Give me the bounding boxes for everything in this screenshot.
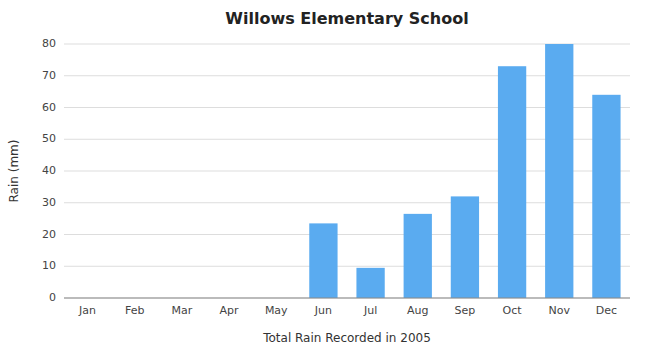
- x-tick-label: Aug: [407, 304, 428, 317]
- x-tick-label: Jun: [314, 304, 332, 317]
- grid-line: [64, 298, 630, 299]
- bar: [498, 66, 526, 298]
- bar: [545, 44, 573, 298]
- y-tick-label: 50: [42, 132, 56, 145]
- y-tick-label: 20: [42, 228, 56, 241]
- x-axis-title: Total Rain Recorded in 2005: [262, 331, 431, 345]
- x-tick-label: May: [265, 304, 288, 317]
- bars: [309, 44, 620, 298]
- x-tick-label: Oct: [503, 304, 523, 317]
- bar: [451, 196, 479, 298]
- x-tick-label: Feb: [125, 304, 144, 317]
- x-tick-label: Jan: [78, 304, 96, 317]
- x-tick-label: Nov: [549, 304, 571, 317]
- x-tick-label: Sep: [455, 304, 476, 317]
- y-tick-label: 40: [42, 164, 56, 177]
- bar: [592, 95, 620, 298]
- bar: [356, 268, 384, 298]
- y-tick-label: 0: [49, 291, 56, 304]
- x-tick-label: Mar: [172, 304, 193, 317]
- y-tick-label: 80: [42, 37, 56, 50]
- y-tick-label: 30: [42, 196, 56, 209]
- y-tick-label: 60: [42, 101, 56, 114]
- x-tick-label: Jul: [363, 304, 377, 317]
- bar: [404, 214, 432, 298]
- grid: [64, 44, 630, 298]
- y-axis-title: Rain (mm): [7, 140, 21, 203]
- x-tick-label: Dec: [596, 304, 617, 317]
- chart-svg: 0 10 20 30 40 50 60 70 80 Jan Feb Mar Apr May Jun Jul Au…: [0, 0, 650, 360]
- x-axis-line: [64, 298, 630, 299]
- y-tick-label: 70: [42, 69, 56, 82]
- chart-title: Willows Elementary School: [225, 9, 468, 28]
- y-tick-label: 10: [42, 259, 56, 272]
- chart-container: 0 10 20 30 40 50 60 70 80 Jan Feb Mar Apr May Jun Jul Au…: [0, 0, 650, 360]
- x-tick-label: Apr: [220, 304, 240, 317]
- bar: [309, 223, 337, 298]
